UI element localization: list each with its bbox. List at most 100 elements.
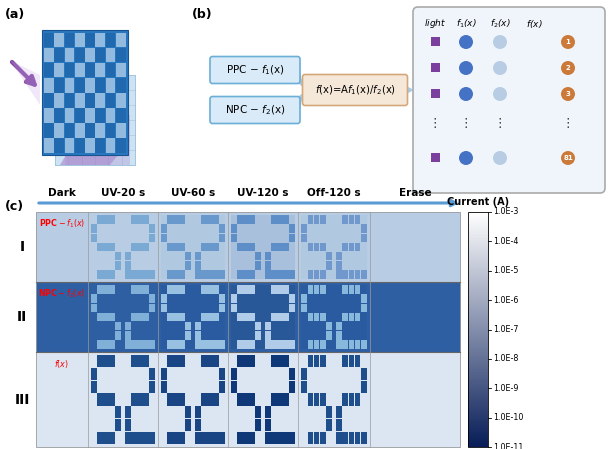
Text: $f(x)$: $f(x)$ <box>55 358 69 370</box>
Bar <box>95 32 105 47</box>
Bar <box>468 357 488 358</box>
Bar <box>468 235 488 236</box>
Bar <box>302 304 307 312</box>
Bar <box>44 78 54 92</box>
Bar <box>195 340 201 349</box>
Bar <box>361 224 367 233</box>
Bar <box>116 419 121 431</box>
Bar <box>468 299 488 300</box>
Bar <box>85 138 95 153</box>
Bar <box>44 63 54 77</box>
Polygon shape <box>10 60 40 105</box>
Bar <box>201 393 207 405</box>
Bar <box>431 37 440 46</box>
Bar <box>150 304 154 312</box>
Bar <box>106 78 116 92</box>
Text: (a): (a) <box>5 8 26 21</box>
Bar <box>36 352 88 446</box>
Bar <box>106 138 116 153</box>
Text: (b): (b) <box>192 8 213 21</box>
Bar <box>289 368 295 380</box>
Bar <box>468 295 488 297</box>
Bar <box>195 419 201 431</box>
Bar <box>468 421 488 422</box>
Bar <box>125 252 131 260</box>
Bar <box>468 277 488 278</box>
Bar <box>219 381 225 393</box>
Bar <box>468 418 488 419</box>
Bar <box>468 442 488 443</box>
Bar <box>468 371 488 373</box>
Bar <box>116 108 125 123</box>
Bar <box>109 285 115 294</box>
Text: UV-60 s: UV-60 s <box>171 188 215 198</box>
Bar <box>243 216 249 224</box>
Bar <box>468 248 488 250</box>
Bar <box>308 431 313 444</box>
Bar <box>173 313 179 321</box>
Bar <box>342 393 348 405</box>
Bar <box>468 433 488 435</box>
Bar <box>302 224 307 233</box>
Bar <box>54 32 64 47</box>
Bar <box>468 405 488 406</box>
Bar <box>468 334 488 335</box>
Bar <box>137 243 143 251</box>
Bar <box>237 313 243 321</box>
Bar <box>173 285 179 294</box>
Bar <box>85 108 95 123</box>
Bar <box>277 355 283 367</box>
Text: 1.0E-11: 1.0E-11 <box>493 443 523 449</box>
Bar <box>468 423 488 424</box>
Bar <box>468 376 488 377</box>
Bar <box>249 270 255 279</box>
Bar <box>103 431 109 444</box>
Bar <box>116 331 121 339</box>
Bar <box>143 313 149 321</box>
Bar <box>207 340 213 349</box>
Bar <box>468 321 488 322</box>
Bar <box>468 264 488 265</box>
Bar <box>201 355 207 367</box>
Bar <box>91 355 155 444</box>
Bar <box>468 325 488 326</box>
Bar <box>468 320 488 321</box>
Bar <box>468 428 488 429</box>
Bar <box>201 216 207 224</box>
Bar <box>161 295 167 303</box>
Bar <box>103 285 109 294</box>
Bar <box>75 63 85 77</box>
Bar <box>173 340 179 349</box>
Bar <box>54 108 64 123</box>
Bar <box>468 355 488 356</box>
Bar <box>468 312 488 313</box>
Bar <box>265 331 271 339</box>
Bar <box>355 340 361 349</box>
Bar <box>355 355 361 367</box>
Bar <box>468 410 488 411</box>
Bar <box>468 378 488 379</box>
Bar <box>271 216 277 224</box>
Bar <box>336 431 342 444</box>
Bar <box>137 431 143 444</box>
Bar <box>36 212 88 282</box>
Bar <box>231 304 237 312</box>
Bar <box>468 307 488 308</box>
Bar <box>213 285 219 294</box>
Bar <box>468 438 488 439</box>
Bar <box>468 331 488 333</box>
Bar <box>468 426 488 427</box>
Bar <box>468 214 488 215</box>
Bar <box>283 313 289 321</box>
Bar <box>201 313 207 321</box>
Bar <box>468 331 488 332</box>
Bar <box>179 313 185 321</box>
Bar <box>468 318 488 319</box>
Bar <box>468 242 488 243</box>
Bar <box>431 63 440 72</box>
Bar <box>109 216 115 224</box>
Bar <box>125 406 131 418</box>
Bar <box>468 215 488 216</box>
Bar <box>468 236 488 237</box>
Bar <box>468 252 488 254</box>
